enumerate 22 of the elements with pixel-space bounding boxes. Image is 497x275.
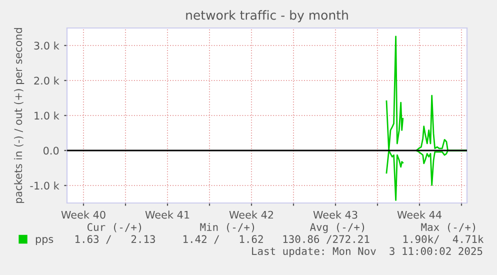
y-tick-label: 1.0 k bbox=[34, 112, 60, 120]
x-tick-label: Week 43 bbox=[313, 210, 358, 219]
x-tick-label: Week 41 bbox=[145, 210, 190, 219]
y-tick-label: 0.0 bbox=[43, 146, 59, 155]
y-tick-label: 3.0 k bbox=[34, 42, 60, 50]
text: Min (-/+) bbox=[200, 222, 254, 232]
x-tick-label: Week 44 bbox=[397, 210, 442, 219]
y-axis-title: packets in (-) / out (+) per second bbox=[14, 28, 24, 203]
x-tick-label: Week 42 bbox=[229, 210, 274, 219]
text: Cur (-/+) bbox=[87, 223, 142, 232]
chart-title: network traffic - by month bbox=[186, 10, 348, 22]
text: Max (-/+) bbox=[421, 223, 476, 232]
text: 1.42 / 1.62 bbox=[183, 235, 263, 244]
text: Last update: Mon Nov 3 11:00:02 2025 bbox=[252, 246, 482, 258]
y-tick-label: 2.0 k bbox=[34, 76, 60, 85]
legend-label: pps bbox=[36, 237, 54, 246]
text: 1.90k/ 4.71k bbox=[403, 234, 484, 244]
text: 130.86 /272.21 bbox=[283, 235, 370, 244]
y-tick-label: -1.0 k bbox=[30, 182, 60, 190]
x-tick-label: Week 40 bbox=[61, 210, 106, 219]
text: 1.63 / 2.13 bbox=[75, 235, 155, 244]
text: Avg (-/+) bbox=[310, 222, 364, 234]
